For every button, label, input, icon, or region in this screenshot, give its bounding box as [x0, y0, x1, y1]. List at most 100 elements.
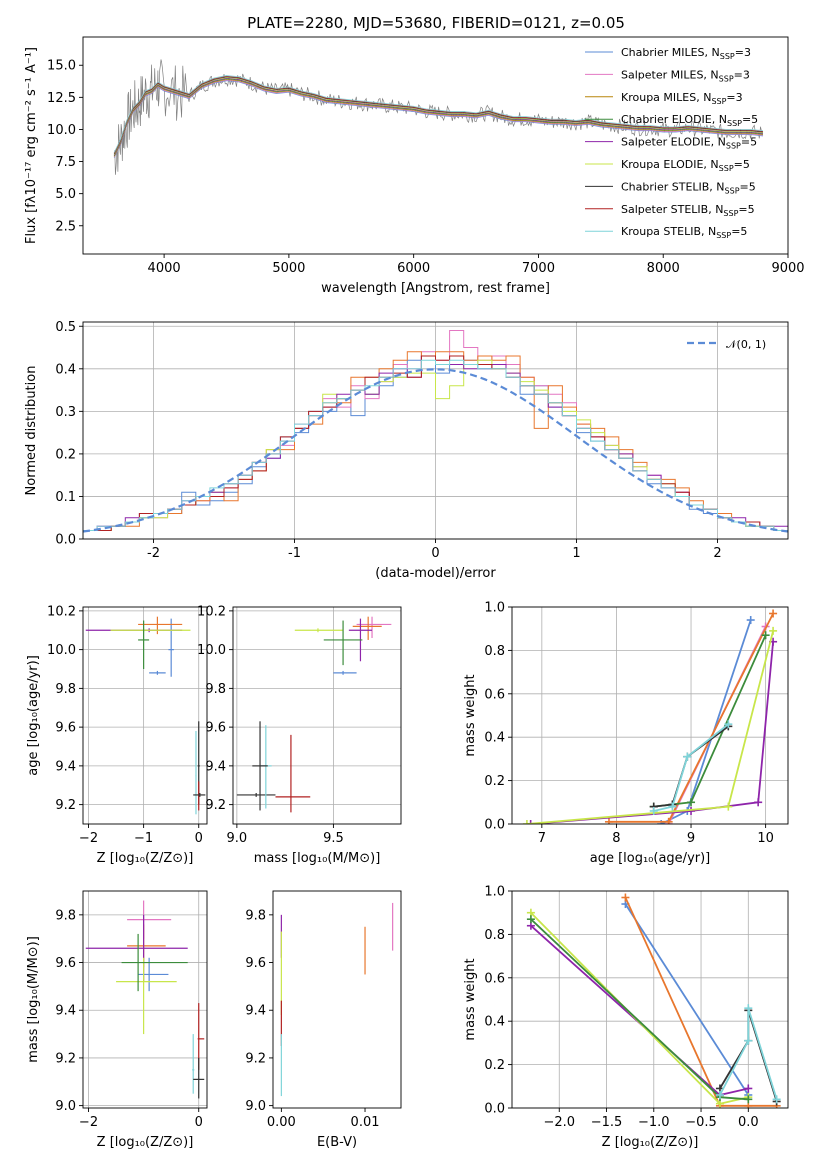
- legend-subscript: SSP: [720, 52, 735, 61]
- legend-entry: Chabrier ELODIE, NSSP=5: [621, 113, 758, 128]
- x-tick-label: -1: [288, 546, 301, 561]
- plot-area: [526, 893, 781, 1108]
- x-tick-label: −1.0: [638, 1115, 670, 1130]
- legend-entry: Salpeter STELIB, NSSP=5: [621, 203, 755, 218]
- x-tick-label: 10: [757, 831, 774, 846]
- x-tick-label: −2: [79, 831, 98, 846]
- y-tick-label: 0.4: [484, 731, 505, 746]
- y-tick-label: 0.5: [55, 320, 76, 335]
- axes-frame: [511, 890, 789, 1109]
- x-axis-label: wavelength [Angstrom, rest frame]: [321, 281, 550, 296]
- legend-label: Chabrier STELIB, N: [621, 180, 725, 193]
- legend-subscript: SSP: [725, 186, 740, 195]
- model-spectrum: [113, 77, 764, 156]
- y-tick-label: 9.8: [55, 682, 76, 697]
- axes-frame: [511, 606, 789, 825]
- y-tick-label: 12.5: [47, 91, 76, 106]
- x-tick-label: −0.5: [685, 1115, 717, 1130]
- chart-spectrum: 4000 5000 6000 7000 8000 9000 2.5 5.0 7.5 10.0 12.…: [24, 36, 805, 296]
- y-tick-label: 9.0: [55, 1099, 76, 1114]
- legend-suffix: =5: [740, 180, 756, 193]
- y-tick-label: 9.4: [55, 759, 76, 774]
- chart-age-vs-mass: 9.0 9.5 9.2 9.4 9.6 9.8 10.0 10.2 mass [log₁₀(M/…: [197, 604, 402, 866]
- y-tick-label: 0.2: [484, 1058, 505, 1073]
- x-tick-label: 5000: [272, 261, 305, 276]
- legend-entry: Kroupa STELIB, NSSP=5: [621, 225, 747, 240]
- legend-label: Kroupa MILES, N: [621, 91, 711, 104]
- x-tick-label: −1.5: [591, 1115, 623, 1130]
- y-tick-label: 1.0: [484, 601, 505, 616]
- y-axis-label: mass weight: [463, 674, 478, 756]
- model-spectrum: [113, 76, 764, 154]
- weight-line: [530, 641, 774, 824]
- y-axis-label: mass [log₁₀(M/M⊙)]: [26, 936, 41, 1063]
- y-tick-label: 0.0: [484, 1102, 505, 1117]
- legend-suffix: =5: [731, 225, 747, 238]
- x-tick-label: 0.0: [738, 1115, 759, 1130]
- legend-entry: Salpeter MILES, NSSP=3: [621, 68, 750, 83]
- x-tick-label: 0: [431, 546, 439, 561]
- y-tick-label: 7.5: [55, 155, 76, 170]
- legend-entry: Salpeter ELODIE, NSSP=5: [621, 136, 757, 151]
- y-axis-label: Normed distribution: [24, 366, 39, 496]
- y-tick-label: 0.4: [55, 362, 76, 377]
- x-tick-label: 7: [538, 831, 546, 846]
- x-tick-label: 2: [713, 546, 721, 561]
- model-spectrum: [113, 78, 764, 157]
- axes-frame: [272, 890, 402, 1109]
- y-tick-label: 9.8: [245, 908, 266, 923]
- y-tick-label: 10.0: [47, 123, 76, 138]
- x-axis-label: age [log₁₀(age/yr)]: [590, 851, 711, 866]
- axes-frame: [82, 36, 789, 255]
- y-tick-label: 9.2: [245, 1051, 266, 1066]
- legend-label: Salpeter ELODIE, N: [621, 136, 726, 149]
- y-tick-label: 9.4: [205, 759, 226, 774]
- legend-label: Chabrier MILES, N: [621, 46, 720, 59]
- x-tick-label: 0.01: [351, 1115, 380, 1130]
- y-tick-label: 0.3: [55, 405, 76, 420]
- y-tick-label: 0.0: [55, 533, 76, 548]
- legend-subscript: SSP: [716, 231, 731, 240]
- histogram-step: [83, 351, 788, 539]
- model-spectrum: [113, 75, 764, 154]
- x-tick-label: 0: [195, 831, 203, 846]
- y-axis-label: Flux [fλ10⁻¹⁷ erg cm⁻² s⁻¹ A⁻¹]: [24, 47, 39, 244]
- y-tick-label: 10.0: [197, 643, 226, 658]
- x-tick-label: 9.5: [323, 831, 344, 846]
- legend-label: Salpeter MILES, N: [621, 68, 719, 81]
- weight-line: [624, 903, 750, 1096]
- legend-suffix: =3: [735, 46, 751, 59]
- y-tick-label: 5.0: [55, 187, 76, 202]
- plot-area: [113, 59, 764, 175]
- y-tick-label: 9.6: [205, 721, 226, 736]
- x-axis-label: Z [log₁₀(Z/Z⊙)]: [97, 851, 194, 866]
- y-axis-label: mass weight: [463, 958, 478, 1040]
- legend-label: Kroupa ELODIE, N: [621, 158, 719, 171]
- x-axis-label: E(B-V): [317, 1135, 357, 1150]
- y-tick-label: 10.0: [47, 643, 76, 658]
- y-tick-label: 9.0: [245, 1099, 266, 1114]
- x-tick-label: -2: [147, 546, 160, 561]
- y-tick-label: 9.8: [55, 908, 76, 923]
- figure-title: PLATE=2280, MJD=53680, FIBERID=0121, z=0…: [247, 14, 625, 32]
- legend-subscript: SSP: [711, 97, 726, 106]
- legend-label: Chabrier ELODIE, N: [621, 113, 727, 126]
- x-tick-label: 9.0: [227, 831, 248, 846]
- legend-subscript: SSP: [719, 74, 734, 83]
- x-tick-label: −2.0: [543, 1115, 575, 1130]
- x-tick-label: 8: [612, 831, 620, 846]
- x-axis-label: mass [log₁₀(M/M⊙)]: [254, 851, 381, 866]
- model-spectrum: [113, 79, 764, 158]
- axes-frame: [82, 606, 208, 825]
- y-tick-label: 0.1: [55, 490, 76, 505]
- chart-age-vs-Z: −2 −1 0 9.2 9.4 9.6 9.8 10.0 10.2 Z [log₁₀(Z/Z⊙)]…: [26, 604, 208, 866]
- y-tick-label: 0.2: [484, 774, 505, 789]
- legend-subscript: SSP: [723, 209, 738, 218]
- weight-line: [530, 912, 749, 1105]
- weight-line: [624, 897, 777, 1107]
- x-tick-label: −2: [79, 1115, 98, 1130]
- x-tick-label: 9: [687, 831, 695, 846]
- y-axis-label: age [log₁₀(age/yr)]: [26, 655, 41, 776]
- y-tick-label: 0.4: [484, 1015, 505, 1030]
- chart-weight-vs-age: 7 8 9 10 0.0 0.2 0.4 0.6 0.8 1.0 age [log₁₀(age/yr…: [463, 601, 789, 866]
